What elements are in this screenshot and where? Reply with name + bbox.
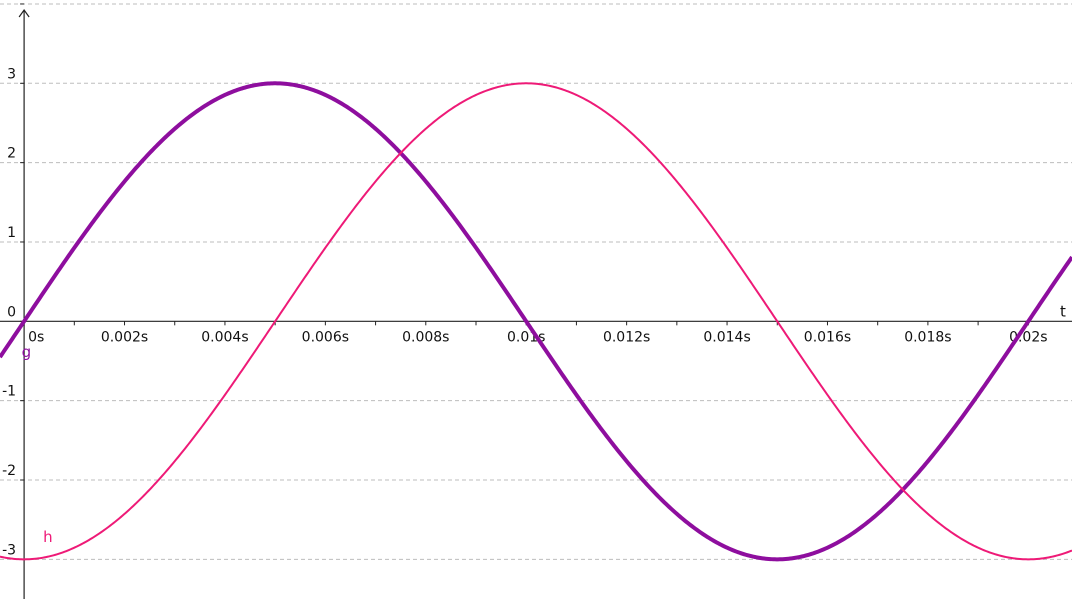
x-tick-label: 0.002s <box>101 329 148 345</box>
x-tick-label: 0s <box>28 329 44 345</box>
x-tick-label: 0.016s <box>804 329 851 345</box>
x-tick-label: 0.018s <box>904 329 951 345</box>
series-h-label: h <box>43 528 53 546</box>
x-tick-label: 0.008s <box>402 329 449 345</box>
x-tick-label: 0.006s <box>302 329 349 345</box>
series-g-label: g <box>22 343 32 361</box>
y-tick-label: 3 <box>7 66 16 82</box>
y-tick-label: 0 <box>7 304 16 320</box>
y-tick-label: -1 <box>2 384 16 400</box>
y-tick-label: -2 <box>2 463 16 479</box>
y-tick-label: 4 <box>7 0 16 3</box>
x-tick-label: 0.014s <box>703 329 750 345</box>
series-g-line <box>0 81 1072 562</box>
series <box>0 81 1072 562</box>
y-axis-arrow-icon <box>18 8 30 18</box>
x-axis-label: t <box>1060 302 1066 320</box>
y-tick-label: 1 <box>7 225 16 241</box>
series-h-line <box>0 82 1072 561</box>
y-tick-label: -3 <box>2 542 16 558</box>
y-tick-label: 2 <box>7 146 16 162</box>
x-tick-label: 0.004s <box>201 329 248 345</box>
axes: t <box>0 8 1072 599</box>
x-tick-label: 0.012s <box>603 329 650 345</box>
series-labels: gh <box>22 343 53 546</box>
